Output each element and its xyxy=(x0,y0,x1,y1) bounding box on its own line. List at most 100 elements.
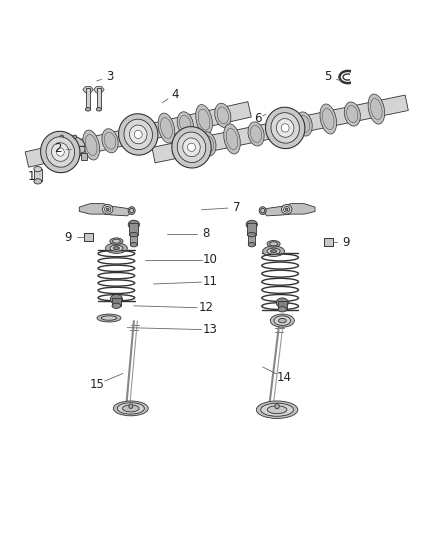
Ellipse shape xyxy=(46,137,74,167)
Ellipse shape xyxy=(286,208,288,211)
Ellipse shape xyxy=(177,112,193,136)
Ellipse shape xyxy=(113,401,148,416)
Ellipse shape xyxy=(272,114,288,144)
Ellipse shape xyxy=(101,316,117,320)
Bar xyxy=(324,238,333,246)
Ellipse shape xyxy=(263,246,285,256)
Ellipse shape xyxy=(248,243,255,247)
Ellipse shape xyxy=(200,132,216,156)
Ellipse shape xyxy=(271,112,300,143)
Text: 12: 12 xyxy=(198,302,213,314)
Ellipse shape xyxy=(196,104,212,135)
Ellipse shape xyxy=(112,303,121,309)
Ellipse shape xyxy=(128,220,140,229)
Ellipse shape xyxy=(102,129,118,153)
Ellipse shape xyxy=(131,243,138,247)
Text: 9: 9 xyxy=(65,231,72,244)
Ellipse shape xyxy=(73,135,77,139)
Bar xyxy=(34,169,42,181)
Ellipse shape xyxy=(267,240,280,247)
Polygon shape xyxy=(79,204,132,216)
Ellipse shape xyxy=(97,314,121,322)
Bar xyxy=(97,88,101,109)
Bar xyxy=(247,223,256,235)
Ellipse shape xyxy=(106,243,127,253)
Ellipse shape xyxy=(344,102,360,126)
Ellipse shape xyxy=(130,125,147,144)
Bar xyxy=(81,152,87,159)
Ellipse shape xyxy=(284,206,290,212)
Polygon shape xyxy=(263,204,315,216)
Ellipse shape xyxy=(282,205,292,214)
Ellipse shape xyxy=(106,208,109,211)
Ellipse shape xyxy=(270,314,294,327)
Ellipse shape xyxy=(246,220,258,229)
Ellipse shape xyxy=(215,103,231,127)
Ellipse shape xyxy=(261,403,293,416)
Ellipse shape xyxy=(140,120,156,144)
Ellipse shape xyxy=(119,114,158,155)
Ellipse shape xyxy=(275,403,279,409)
Ellipse shape xyxy=(278,306,287,312)
Ellipse shape xyxy=(124,119,152,150)
Ellipse shape xyxy=(270,242,278,246)
Ellipse shape xyxy=(281,124,289,132)
Ellipse shape xyxy=(271,249,277,253)
Ellipse shape xyxy=(267,406,287,414)
Bar xyxy=(278,302,287,309)
Text: 1: 1 xyxy=(28,171,35,183)
Ellipse shape xyxy=(129,404,133,408)
Ellipse shape xyxy=(110,245,123,251)
Ellipse shape xyxy=(113,239,120,243)
Ellipse shape xyxy=(176,134,192,164)
Ellipse shape xyxy=(224,124,240,154)
Ellipse shape xyxy=(276,298,288,308)
Bar xyxy=(112,298,121,306)
Text: 5: 5 xyxy=(325,70,332,83)
Ellipse shape xyxy=(113,247,120,249)
Ellipse shape xyxy=(248,122,264,146)
Ellipse shape xyxy=(102,205,113,214)
Ellipse shape xyxy=(274,316,290,326)
Ellipse shape xyxy=(187,143,195,151)
Ellipse shape xyxy=(120,122,137,151)
Ellipse shape xyxy=(276,118,294,138)
Ellipse shape xyxy=(130,208,134,213)
Ellipse shape xyxy=(296,112,312,136)
Ellipse shape xyxy=(96,108,102,111)
Text: 14: 14 xyxy=(277,372,292,384)
Bar xyxy=(324,238,333,246)
Ellipse shape xyxy=(110,238,123,245)
Ellipse shape xyxy=(247,232,256,237)
Ellipse shape xyxy=(259,207,266,215)
Ellipse shape xyxy=(60,135,64,139)
Ellipse shape xyxy=(85,108,91,111)
Text: 13: 13 xyxy=(203,324,218,336)
Polygon shape xyxy=(25,102,251,167)
Ellipse shape xyxy=(172,127,211,168)
Ellipse shape xyxy=(83,130,99,160)
Ellipse shape xyxy=(45,139,62,168)
Text: 2: 2 xyxy=(54,142,61,155)
Text: 4: 4 xyxy=(172,87,179,101)
Polygon shape xyxy=(52,135,85,154)
Ellipse shape xyxy=(105,206,111,212)
Text: 8: 8 xyxy=(202,227,210,240)
Text: 6: 6 xyxy=(254,111,262,125)
Ellipse shape xyxy=(183,138,200,157)
Ellipse shape xyxy=(134,130,142,139)
Ellipse shape xyxy=(267,248,280,254)
Ellipse shape xyxy=(117,403,145,414)
Bar xyxy=(248,233,255,245)
Polygon shape xyxy=(83,86,93,93)
Text: 3: 3 xyxy=(106,70,113,83)
Ellipse shape xyxy=(261,208,265,213)
Bar xyxy=(84,233,93,241)
Ellipse shape xyxy=(320,104,336,134)
Polygon shape xyxy=(152,95,408,163)
Ellipse shape xyxy=(34,179,42,184)
Ellipse shape xyxy=(279,318,286,323)
Polygon shape xyxy=(94,86,104,93)
Ellipse shape xyxy=(57,148,64,156)
Bar xyxy=(86,88,90,109)
